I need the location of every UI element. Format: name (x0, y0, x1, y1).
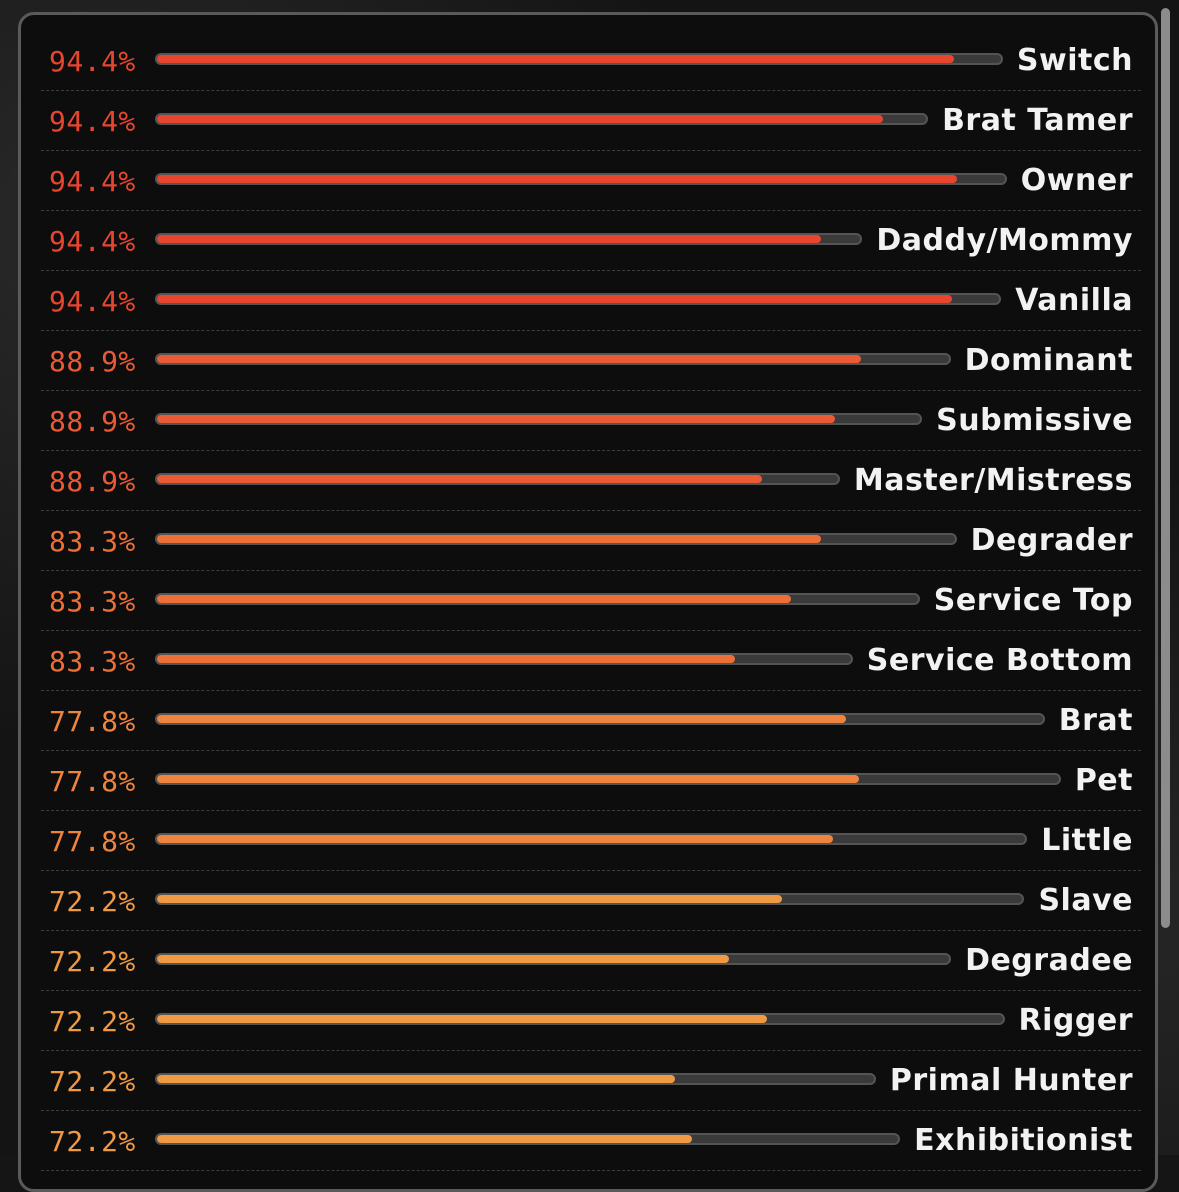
results-panel: 94.4% Switch 94.4% Brat Tamer 94.4% Owner 94.4… (18, 12, 1158, 1192)
result-label: Service Bottom (866, 643, 1133, 678)
result-percent: 77.8% (49, 705, 136, 738)
result-row: 94.4% Brat Tamer (41, 91, 1141, 151)
result-row: 77.8% Little (41, 811, 1141, 871)
result-label: Pet (1074, 763, 1133, 798)
result-bar-track (155, 533, 957, 545)
result-row: 83.3% Service Bottom (41, 631, 1141, 691)
result-bar-track (155, 413, 923, 425)
result-bar-fill (157, 1015, 767, 1023)
result-percent: 94.4% (49, 285, 136, 318)
result-row: 94.4% Switch (41, 31, 1141, 91)
result-bar-fill (157, 715, 846, 723)
result-percent: 88.9% (49, 405, 136, 438)
result-row: 72.2% Exhibitionist (41, 1111, 1141, 1171)
result-row: 83.3% Service Top (41, 571, 1141, 631)
result-bar-track (155, 53, 1003, 65)
result-bar-fill (157, 595, 791, 603)
result-label: Submissive (936, 403, 1133, 438)
result-percent: 72.2% (49, 1125, 136, 1158)
result-bar-fill (157, 355, 861, 363)
result-row: 94.4% Vanilla (41, 271, 1141, 331)
result-row: 88.9% Dominant (41, 331, 1141, 391)
result-row: 83.3% Degrader (41, 511, 1141, 571)
result-percent: 88.9% (49, 345, 136, 378)
result-bar-fill (157, 955, 729, 963)
result-row: 72.2% Rigger (41, 991, 1141, 1051)
result-bar-track (155, 713, 1045, 725)
result-bar-track (155, 473, 840, 485)
result-label: Primal Hunter (889, 1063, 1133, 1098)
result-percent: 83.3% (49, 645, 136, 678)
result-percent: 72.2% (49, 1005, 136, 1038)
result-percent: 72.2% (49, 885, 136, 918)
result-label: Vanilla (1015, 283, 1133, 318)
result-bar-fill (157, 475, 762, 483)
result-label: Degrader (970, 523, 1133, 558)
result-label: Switch (1016, 43, 1133, 78)
result-label: Rigger (1018, 1003, 1133, 1038)
result-bar-track (155, 1013, 1005, 1025)
result-label: Owner (1020, 163, 1133, 198)
result-label: Service Top (933, 583, 1133, 618)
result-bar-fill (157, 835, 833, 843)
result-percent: 83.3% (49, 525, 136, 558)
result-percent: 94.4% (49, 105, 136, 138)
result-bar-track (155, 953, 952, 965)
result-percent: 83.3% (49, 585, 136, 618)
result-bar-track (155, 893, 1025, 905)
result-bar-track (155, 1133, 901, 1145)
result-row: 77.8% Pet (41, 751, 1141, 811)
result-row: 94.4% Daddy/Mommy (41, 211, 1141, 271)
result-bar-fill (157, 235, 821, 243)
result-percent: 72.2% (49, 1065, 136, 1098)
result-percent: 72.2% (49, 945, 136, 978)
result-row: 88.9% Master/Mistress (41, 451, 1141, 511)
result-percent: 94.4% (49, 45, 136, 78)
result-bar-track (155, 593, 920, 605)
result-bar-fill (157, 775, 859, 783)
result-percent: 77.8% (49, 825, 136, 858)
result-bar-fill (157, 115, 883, 123)
result-percent: 88.9% (49, 465, 136, 498)
result-label: Little (1041, 823, 1133, 858)
result-label: Daddy/Mommy (876, 223, 1133, 258)
result-percent: 94.4% (49, 225, 136, 258)
result-row: 72.2% Primal Hunter (41, 1051, 1141, 1111)
scrollbar[interactable] (1161, 8, 1170, 928)
result-label: Master/Mistress (853, 463, 1133, 498)
result-bar-fill (157, 55, 954, 63)
result-bar-track (155, 833, 1028, 845)
result-bar-track (155, 293, 1002, 305)
result-row: 94.4% Owner (41, 151, 1141, 211)
result-row: 88.9% Submissive (41, 391, 1141, 451)
result-bar-fill (157, 415, 835, 423)
result-bar-track (155, 653, 853, 665)
result-label: Brat (1058, 703, 1133, 738)
result-label: Degradee (965, 943, 1133, 978)
result-bar-fill (157, 1135, 692, 1143)
result-bar-track (155, 233, 863, 245)
result-bar-track (155, 113, 929, 125)
result-label: Dominant (964, 343, 1133, 378)
result-label: Brat Tamer (942, 103, 1133, 138)
result-bar-fill (157, 175, 957, 183)
result-bar-track (155, 353, 951, 365)
result-bar-track (155, 773, 1061, 785)
result-bar-fill (157, 655, 735, 663)
result-percent: 94.4% (49, 165, 136, 198)
result-bar-fill (157, 895, 782, 903)
result-bar-fill (157, 1075, 675, 1083)
result-row: 77.8% Brat (41, 691, 1141, 751)
result-bar-fill (157, 295, 952, 303)
result-bar-track (155, 173, 1007, 185)
result-label: Exhibitionist (914, 1123, 1133, 1158)
result-bar-fill (157, 535, 821, 543)
result-bar-track (155, 1073, 876, 1085)
result-row: 72.2% Slave (41, 871, 1141, 931)
result-label: Slave (1038, 883, 1133, 918)
result-percent: 77.8% (49, 765, 136, 798)
result-row: 72.2% Degradee (41, 931, 1141, 991)
